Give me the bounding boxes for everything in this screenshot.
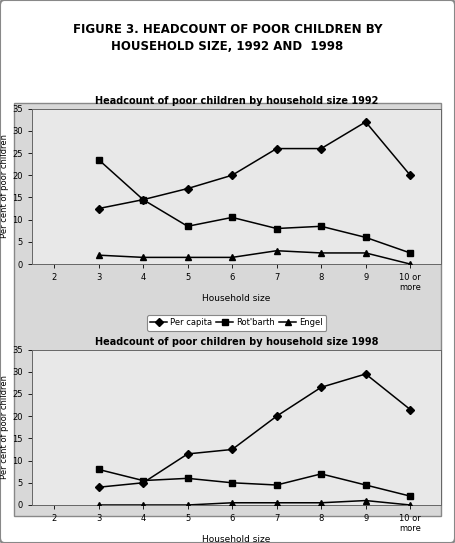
Engel [318,250,324,256]
Per capita [363,119,369,125]
Per capita [185,185,190,192]
X-axis label: Household size: Household size [202,294,271,303]
Engel [274,500,279,506]
Engel [229,254,235,261]
Rothbarth [408,493,413,500]
Per capita [185,451,190,457]
Per capita [408,406,413,413]
Per capita [96,205,101,212]
Rot'barth [408,250,413,256]
Rot'barth [229,214,235,220]
Engel [363,250,369,256]
Title: Headcount of poor children by household size 1992: Headcount of poor children by household … [95,97,378,106]
Rothbarth [96,466,101,473]
Engel [96,252,101,258]
Per capita [229,172,235,179]
Engel [318,500,324,506]
Y-axis label: Per cent of poor children: Per cent of poor children [0,375,10,479]
Rothbarth [229,479,235,486]
Per capita [229,446,235,453]
Rot'barth [363,234,369,241]
Engel [408,502,413,508]
Engel [229,500,235,506]
Rot'barth [185,223,190,230]
Rothbarth [274,482,279,488]
Engel [274,248,279,254]
Engel [363,497,369,504]
Line: Per capita: Per capita [96,119,413,212]
Rot'barth [96,156,101,163]
Text: HOUSEHOLD SIZE, 1992 AND  1998: HOUSEHOLD SIZE, 1992 AND 1998 [111,40,344,53]
Engel [185,254,190,261]
Per capita [318,146,324,152]
Rothbarth [141,477,146,484]
Rot'barth [318,223,324,230]
Per capita [363,371,369,377]
Line: Engel: Engel [96,248,413,267]
Rothbarth [363,482,369,488]
Per capita [274,146,279,152]
Per capita [408,172,413,179]
Engel [408,261,413,267]
Rot'barth [141,197,146,203]
Per capita [96,484,101,490]
Line: Rothbarth: Rothbarth [96,466,413,499]
Line: Per capita: Per capita [96,371,413,490]
Text: FIGURE 3. HEADCOUNT OF POOR CHILDREN BY: FIGURE 3. HEADCOUNT OF POOR CHILDREN BY [73,23,382,36]
Engel [141,502,146,508]
X-axis label: Household size: Household size [202,535,271,543]
Line: Rot'barth: Rot'barth [96,156,413,256]
Rothbarth [318,471,324,477]
Per capita [274,413,279,419]
Per capita [141,197,146,203]
Rothbarth [185,475,190,482]
Rot'barth [274,225,279,232]
Engel [141,254,146,261]
Legend: Per capita, Rot'barth, Engel: Per capita, Rot'barth, Engel [147,315,326,331]
Engel [185,502,190,508]
Per capita [141,479,146,486]
Title: Headcount of poor children by household size 1998: Headcount of poor children by household … [95,337,379,348]
Y-axis label: Per cent of poor children: Per cent of poor children [0,134,10,238]
Line: Engel: Engel [96,497,413,508]
Engel [96,502,101,508]
Per capita [318,384,324,390]
